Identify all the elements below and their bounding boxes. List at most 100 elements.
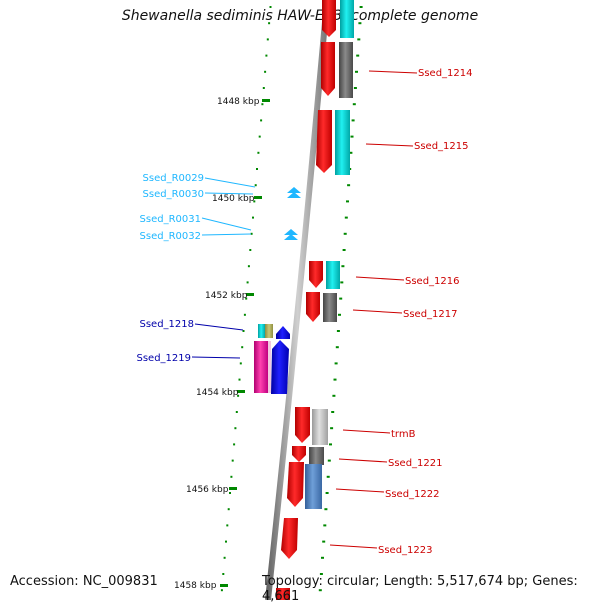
- gene-block[interactable]: [339, 42, 353, 98]
- gene-arrow[interactable]: [309, 261, 323, 288]
- gene-arrow[interactable]: [321, 42, 335, 96]
- tick-dot: [261, 103, 264, 106]
- tick-dot: [349, 151, 353, 154]
- tick-dot: [319, 573, 323, 575]
- gene-arrow-up[interactable]: [276, 326, 290, 339]
- leader-line: [194, 323, 244, 331]
- tick-dot: [342, 249, 346, 251]
- tick-dot: [340, 281, 344, 284]
- gene-block[interactable]: [323, 293, 337, 322]
- feature-group-right: [276, 0, 354, 600]
- tick-dot: [336, 330, 340, 332]
- tick-dot: [246, 281, 249, 284]
- leader-line: [368, 70, 418, 74]
- gene-arrow[interactable]: [316, 110, 332, 173]
- rna-label[interactable]: Ssed_R0030: [143, 189, 204, 200]
- genome-backbone: [265, 0, 330, 600]
- tick-dot: [356, 54, 360, 57]
- rna-label[interactable]: Ssed_R0031: [140, 214, 201, 225]
- tick-dot: [235, 411, 238, 413]
- gene-arrow-up[interactable]: [271, 340, 289, 394]
- ruler-label: 1458 kbp: [174, 581, 217, 591]
- tick-dot: [333, 378, 337, 381]
- gene-block[interactable]: [326, 261, 340, 289]
- gene-arrow[interactable]: [306, 292, 320, 322]
- gene-label[interactable]: Ssed_1223: [378, 545, 433, 556]
- rna-marker[interactable]: [284, 229, 298, 235]
- tick-dot: [245, 297, 248, 300]
- gene-arrow[interactable]: [295, 407, 310, 443]
- ruler-tick: [229, 487, 237, 490]
- gene-label[interactable]: Ssed_1215: [414, 141, 469, 152]
- gene-label[interactable]: Ssed_1222: [385, 489, 440, 500]
- leader-line: [329, 544, 378, 549]
- rna-marker[interactable]: [287, 192, 301, 198]
- tick-dot: [318, 589, 322, 592]
- tick-dot: [237, 394, 240, 397]
- gene-label[interactable]: trmB: [391, 429, 416, 440]
- tick-dot: [344, 216, 348, 219]
- ruler-label: 1456 kbp: [186, 485, 229, 495]
- ruler-tick: [262, 99, 270, 102]
- gene-block[interactable]: [340, 0, 354, 38]
- gene-block[interactable]: [335, 110, 350, 175]
- tick-dot: [242, 330, 245, 332]
- tick-dot: [233, 443, 236, 446]
- tick-dot: [243, 313, 246, 316]
- leader-line: [335, 488, 385, 493]
- leader-line: [342, 429, 391, 434]
- rna-label[interactable]: Ssed_R0032: [140, 231, 201, 242]
- tick-dot: [322, 540, 326, 543]
- ruler-label: 1452 kbp: [205, 291, 248, 301]
- tick-dot: [352, 103, 356, 106]
- tick-dot: [330, 427, 334, 430]
- accession-text: Accession: NC_009831: [10, 574, 158, 589]
- ruler-label: 1454 kbp: [196, 388, 239, 398]
- tick-dot: [266, 38, 269, 41]
- ruler-label: 1450 kbp: [212, 194, 255, 204]
- tick-dot: [339, 297, 343, 300]
- rna-marker[interactable]: [284, 234, 298, 240]
- gene-block[interactable]: [305, 464, 322, 509]
- gene-label[interactable]: Ssed_1218: [139, 319, 194, 330]
- gene-label[interactable]: Ssed_1216: [405, 276, 460, 287]
- gene-label[interactable]: Ssed_1219: [136, 353, 191, 364]
- tick-dot: [257, 151, 260, 154]
- tick-dot: [326, 475, 330, 478]
- gene-block[interactable]: [258, 324, 265, 338]
- gene-label[interactable]: Ssed_1214: [418, 68, 473, 79]
- gene-block[interactable]: [312, 409, 328, 445]
- tick-dot: [230, 475, 233, 478]
- tick-dot: [338, 313, 341, 316]
- gene-block[interactable]: [265, 324, 273, 338]
- gene-arrow[interactable]: [292, 446, 306, 462]
- tick-dot: [234, 427, 237, 430]
- gene-label[interactable]: Ssed_1221: [388, 458, 443, 469]
- tick-dot: [241, 346, 244, 349]
- gene-block[interactable]: [268, 341, 271, 393]
- tick-dot: [347, 184, 351, 187]
- labels-right: Ssed_1214 Ssed_1215 Ssed_1216 Ssed_1217 …: [329, 68, 473, 556]
- rna-marker[interactable]: [287, 187, 301, 193]
- tick-dot: [231, 459, 234, 462]
- gene-block[interactable]: [276, 588, 290, 600]
- rna-label[interactable]: Ssed_R0029: [143, 173, 204, 184]
- gene-arrow[interactable]: [281, 518, 298, 559]
- tick-dot: [239, 362, 242, 365]
- gene-arrow[interactable]: [322, 0, 336, 37]
- tick-dot: [346, 200, 349, 203]
- ruler-tick: [246, 293, 254, 296]
- tick-dot: [220, 589, 223, 592]
- tick-dot: [225, 540, 227, 543]
- leader-line: [365, 143, 414, 147]
- tick-dot: [324, 508, 328, 511]
- gene-block[interactable]: [254, 341, 268, 393]
- ruler-tick: [254, 196, 262, 199]
- gene-arrow[interactable]: [287, 462, 304, 507]
- tick-dot: [238, 378, 241, 381]
- gene-label[interactable]: Ssed_1217: [403, 309, 458, 320]
- tick-dot: [332, 394, 336, 397]
- gene-block[interactable]: [309, 447, 324, 465]
- leader-line: [338, 458, 388, 463]
